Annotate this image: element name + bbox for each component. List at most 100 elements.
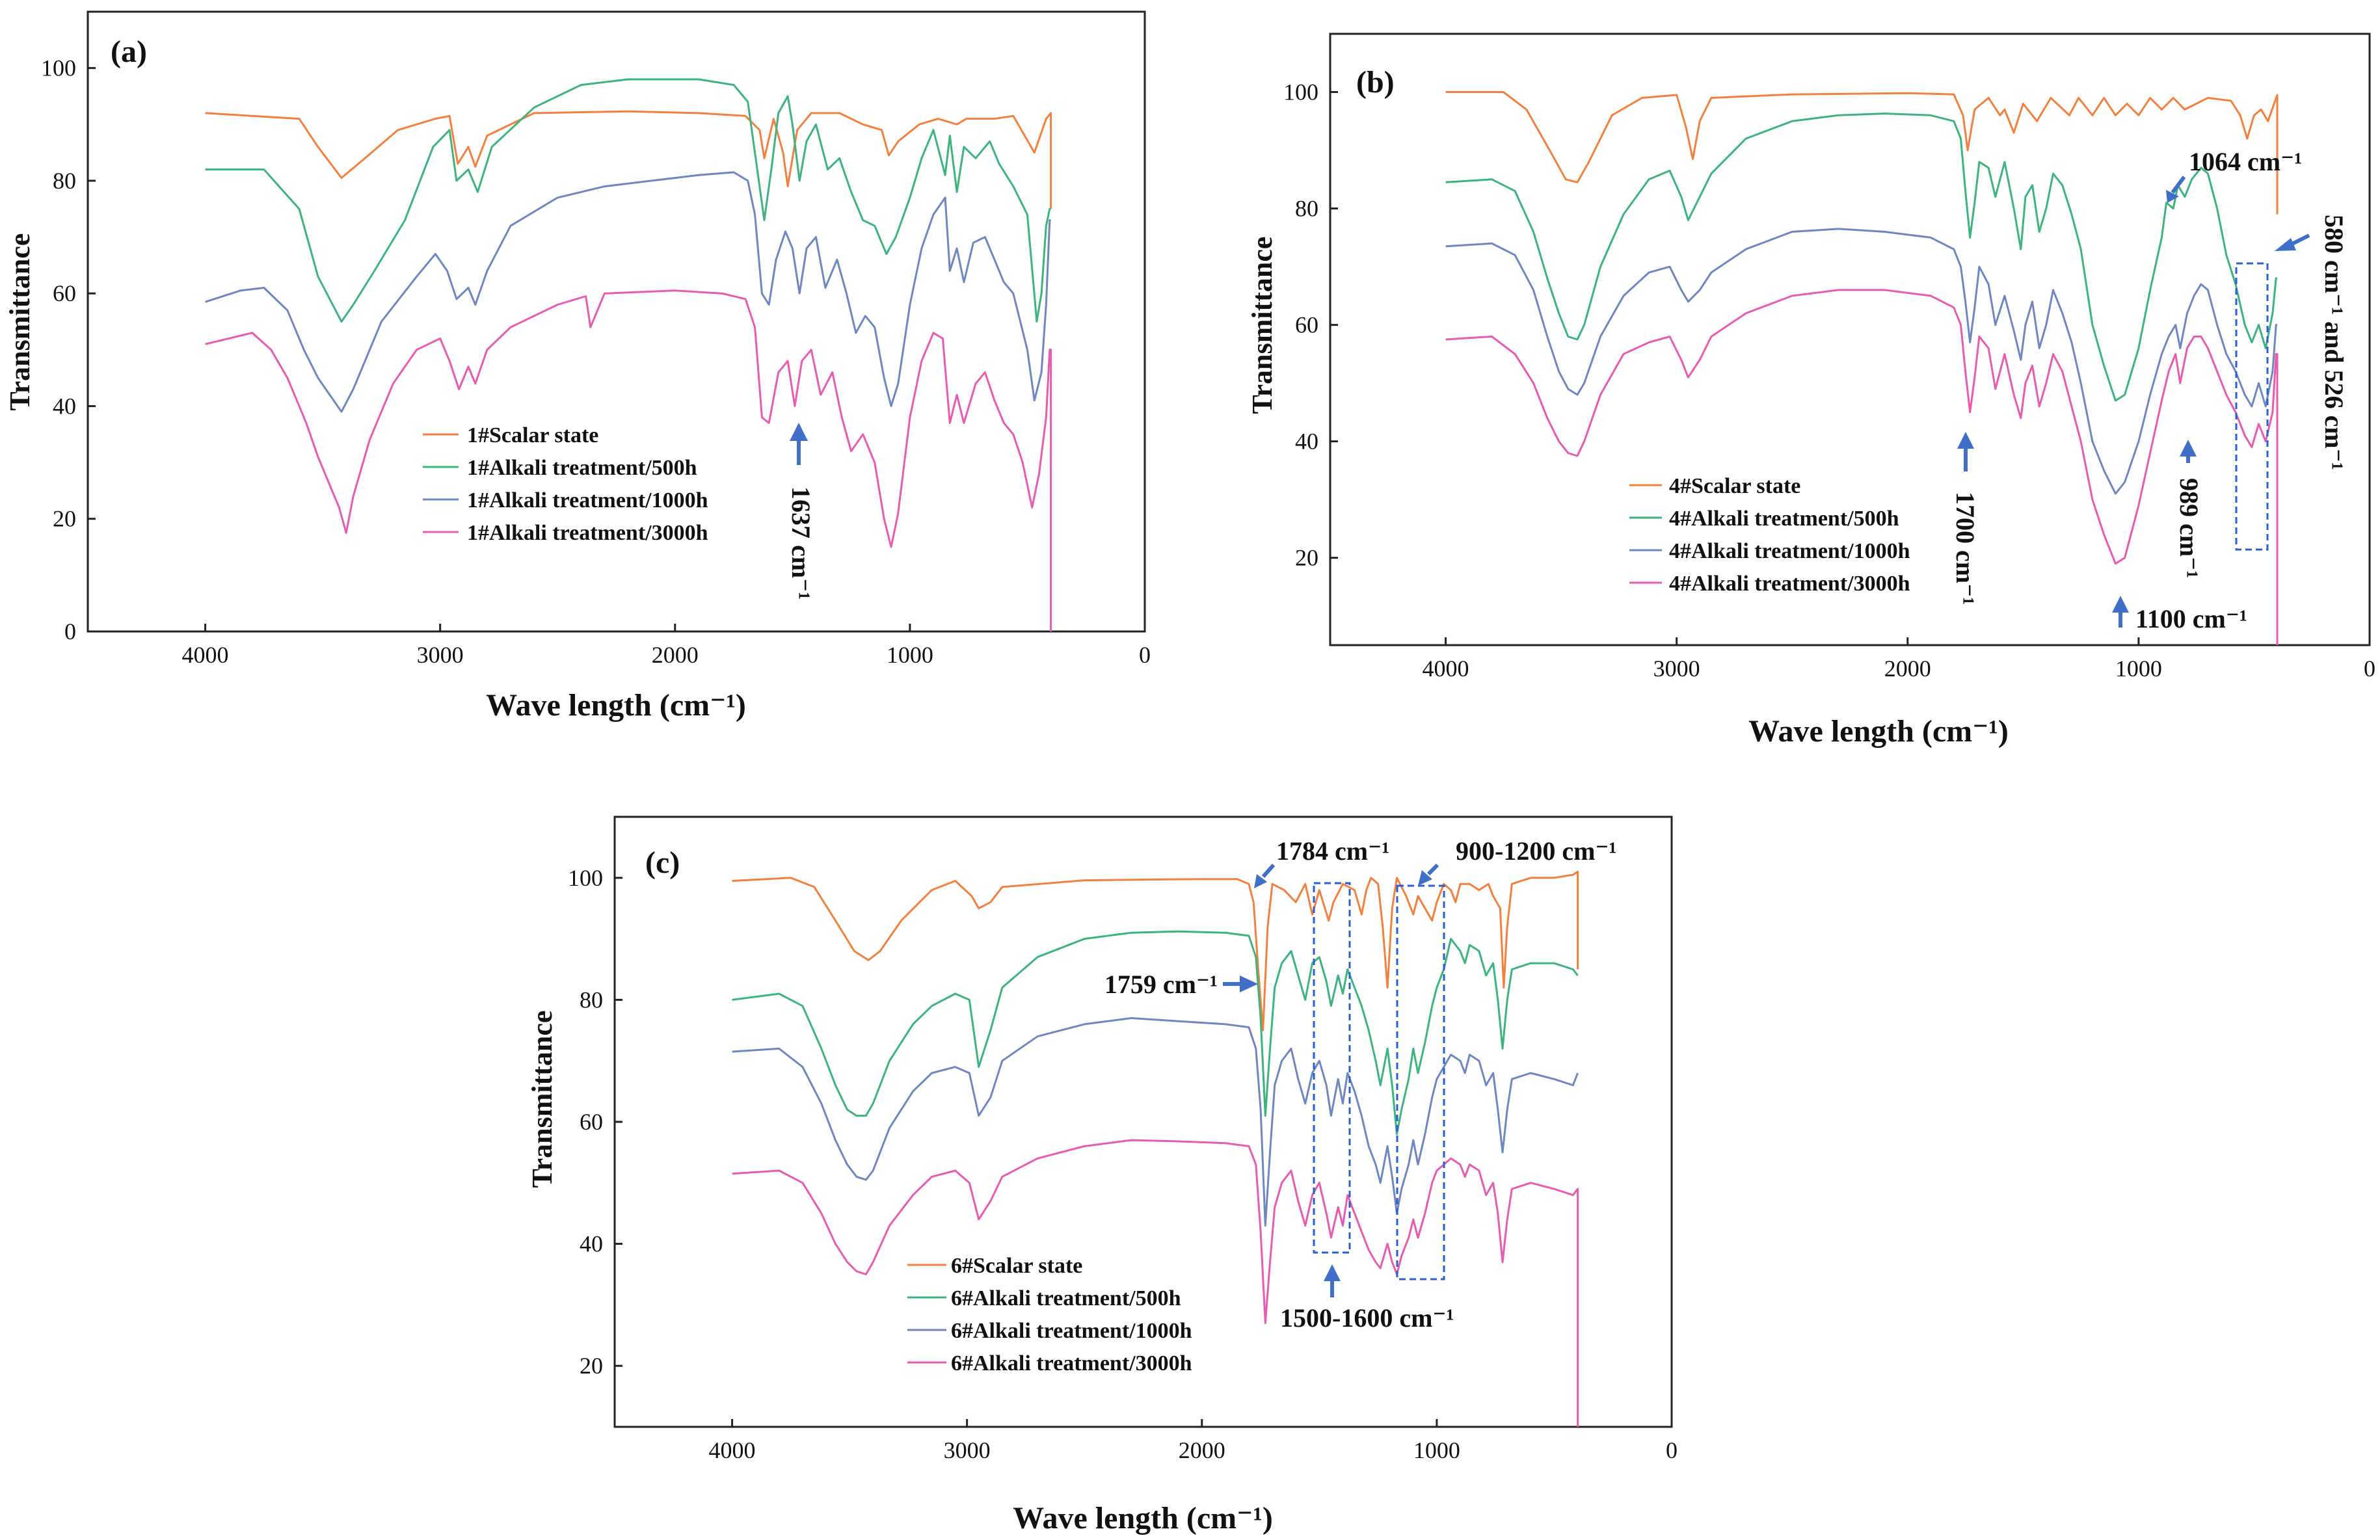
x-tick-label: 0 xyxy=(1139,642,1151,668)
x-tick-label: 0 xyxy=(2364,656,2375,682)
panel-c-annotation-1759: 1759 cm⁻¹ xyxy=(1104,970,1258,999)
panel-c-ticks: 4000 3000 2000 1000 0 20 40 60 80 100 xyxy=(568,865,1678,1463)
panel-b-annotation-580-526: 580 cm⁻¹ and 526 cm⁻¹ xyxy=(2235,215,2349,551)
panel-b: 4000 3000 2000 1000 0 20 40 60 80 100 (b) Wave le… xyxy=(1246,33,2375,749)
y-tick-label: 60 xyxy=(53,280,76,306)
panel-a-legend: 1#Scalar state 1#Alkali treatment/500h 1… xyxy=(423,423,708,545)
y-tick-label: 0 xyxy=(64,618,76,644)
annotation-1700-label: 1700 cm⁻¹ xyxy=(1951,492,1980,605)
panel-a-ylabel: Transmittance xyxy=(4,233,36,411)
legend-b-item-2: 4#Alkali treatment/1000h xyxy=(1669,539,1910,563)
y-tick-label: 40 xyxy=(53,393,76,419)
arrow-head-icon xyxy=(2275,238,2296,251)
series-line-b-1 xyxy=(1445,113,2277,402)
legend-c-item-3: 6#Alkali treatment/3000h xyxy=(951,1351,1192,1375)
panel-b-annotation-1700: 1700 cm⁻¹ xyxy=(1951,432,1980,605)
panel-b-frame xyxy=(1329,33,2371,646)
series-line-a-0 xyxy=(205,110,1052,209)
annotation-1500-1600-label: 1500-1600 cm⁻¹ xyxy=(1280,1303,1454,1333)
x-tick-label: 2000 xyxy=(1884,656,1931,682)
panel-c-label: (c) xyxy=(645,845,680,880)
y-tick-label: 100 xyxy=(41,55,76,81)
y-tick-label: 80 xyxy=(53,168,76,194)
y-tick-label: 20 xyxy=(580,1353,603,1379)
panel-a-label: (a) xyxy=(111,34,147,69)
legend-b-item-3: 4#Alkali treatment/3000h xyxy=(1669,572,1910,596)
arrow-head-icon xyxy=(2166,190,2179,203)
panel-a-ticks: 4000 3000 2000 1000 0 0 20 40 60 80 100 xyxy=(41,55,1151,668)
x-tick-label: 1000 xyxy=(887,642,933,668)
arrow-head-icon xyxy=(2112,596,2129,613)
x-tick-label: 3000 xyxy=(1653,656,1700,682)
series-line-b-3 xyxy=(1445,289,2279,645)
x-tick-label: 3000 xyxy=(417,642,464,668)
arrow-head-icon xyxy=(1957,432,1974,449)
legend-a-item-1: 1#Alkali treatment/500h xyxy=(467,456,697,480)
x-tick-label: 2000 xyxy=(652,642,699,668)
annotation-1100-label: 1100 cm⁻¹ xyxy=(2135,604,2247,633)
x-tick-label: 1000 xyxy=(1413,1437,1460,1463)
legend-b-item-0: 4#Scalar state xyxy=(1669,474,1800,498)
arrow-head-icon xyxy=(1254,874,1267,888)
legend-c-item-2: 6#Alkali treatment/1000h xyxy=(951,1319,1192,1343)
arrow-icon xyxy=(2290,233,2310,246)
annotation-580-526-label: 580 cm⁻¹ and 526 cm⁻¹ xyxy=(2320,215,2349,470)
panel-b-label: (b) xyxy=(1356,65,1395,100)
x-tick-label: 2000 xyxy=(1179,1437,1225,1463)
legend-b-item-1: 4#Alkali treatment/500h xyxy=(1669,507,1899,531)
panel-a-annotation-1637: 1637 cm⁻¹ xyxy=(786,423,816,600)
annotation-1759-label: 1759 cm⁻¹ xyxy=(1104,970,1218,999)
annotation-989-label: 989 cm⁻¹ xyxy=(2174,478,2204,578)
panel-a-frame xyxy=(87,10,1146,633)
arrow-icon xyxy=(1426,863,1439,876)
x-tick-label: 4000 xyxy=(709,1437,756,1463)
highlight-box xyxy=(2235,262,2269,551)
arrow-head-icon xyxy=(1240,976,1258,992)
y-tick-label: 20 xyxy=(1295,545,1318,571)
annotation-1784-label: 1784 cm⁻¹ xyxy=(1276,836,1389,866)
arrow-icon xyxy=(1261,864,1276,878)
panel-c-xlabel: Wave length (cm⁻¹) xyxy=(1013,1501,1273,1535)
panel-a: 4000 3000 2000 1000 0 0 20 40 60 80 100 (a) Wave l… xyxy=(4,10,1151,723)
legend-a-item-3: 1#Alkali treatment/3000h xyxy=(467,521,708,545)
highlight-box-900-1200 xyxy=(1396,884,1445,1281)
panel-b-series xyxy=(1445,91,2279,645)
panel-c-annotation-1500-1600: 1500-1600 cm⁻¹ xyxy=(1280,1264,1454,1333)
panel-a-series xyxy=(205,78,1052,631)
x-tick-label: 4000 xyxy=(182,642,229,668)
legend-c-item-0: 6#Scalar state xyxy=(951,1254,1082,1278)
y-tick-label: 40 xyxy=(580,1231,603,1257)
series-line-b-0 xyxy=(1445,91,2279,215)
arrow-head-icon xyxy=(1324,1264,1341,1281)
panel-a-xlabel: Wave length (cm⁻¹) xyxy=(486,688,746,723)
panel-c-legend: 6#Scalar state 6#Alkali treatment/500h 6… xyxy=(907,1254,1192,1375)
panel-c: 4000 3000 2000 1000 0 20 40 60 80 100 (c) Wave le… xyxy=(526,816,1678,1535)
panel-b-legend: 4#Scalar state 4#Alkali treatment/500h 4… xyxy=(1629,474,1910,596)
highlight-box-1500-1600 xyxy=(1313,882,1351,1254)
series-line-a-3 xyxy=(205,289,1052,631)
x-tick-label: 4000 xyxy=(1423,656,1469,682)
series-line-c-2 xyxy=(732,1017,1579,1227)
legend-a-item-2: 1#Alkali treatment/1000h xyxy=(467,488,708,512)
panel-b-annotation-1064: 1064 cm⁻¹ xyxy=(2166,147,2302,203)
y-tick-label: 60 xyxy=(580,1109,603,1135)
panel-c-annotation-1784: 1784 cm⁻¹ xyxy=(1254,836,1389,888)
panel-b-annotation-989: 989 cm⁻¹ xyxy=(2174,440,2204,578)
x-tick-label: 0 xyxy=(1666,1437,1678,1463)
y-tick-label: 60 xyxy=(1295,312,1318,338)
x-tick-label: 1000 xyxy=(2115,656,2162,682)
annotation-900-1200-label: 900-1200 cm⁻¹ xyxy=(1456,836,1617,866)
y-tick-label: 80 xyxy=(580,987,603,1013)
legend-a-item-0: 1#Scalar state xyxy=(467,423,598,447)
y-tick-label: 20 xyxy=(53,506,76,532)
y-tick-label: 80 xyxy=(1295,196,1318,222)
y-tick-label: 100 xyxy=(568,865,603,891)
y-tick-label: 40 xyxy=(1295,429,1318,455)
arrow-head-icon xyxy=(2180,440,2197,457)
panel-b-xlabel: Wave length (cm⁻¹) xyxy=(1748,714,2009,749)
series-line-c-1 xyxy=(732,930,1579,1135)
y-tick-label: 100 xyxy=(1283,79,1318,105)
series-line-b-2 xyxy=(1445,228,2277,495)
panel-c-series xyxy=(732,870,1579,1427)
